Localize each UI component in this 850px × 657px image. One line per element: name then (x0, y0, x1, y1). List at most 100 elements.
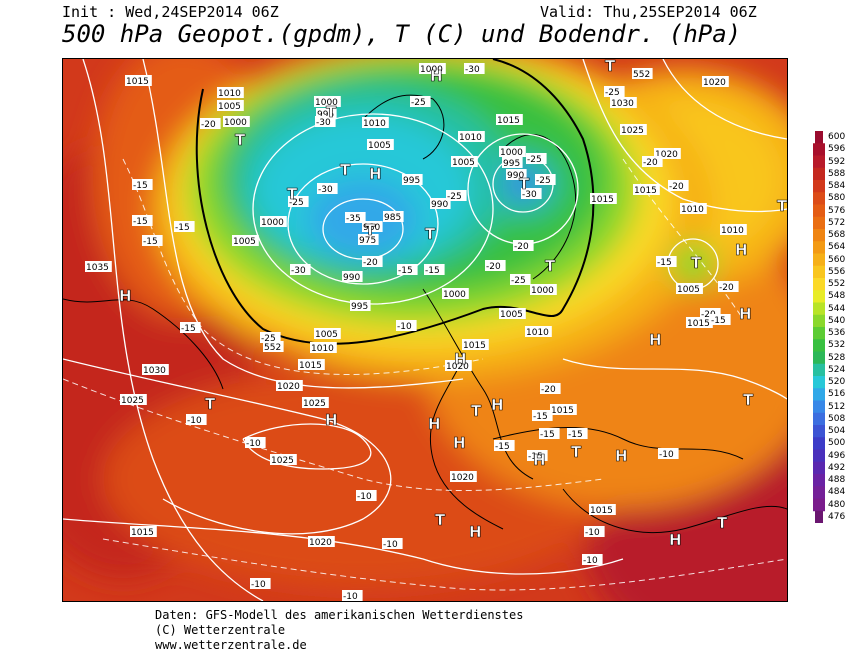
isotherm-label: -10 (658, 448, 679, 460)
colorbar-label: 536 (828, 328, 846, 338)
colorbar-label: 500 (828, 438, 846, 449)
colorbar-swatch (813, 376, 825, 389)
isotherm-label: -20 (513, 240, 534, 252)
isotherm-label: -15 (180, 322, 201, 334)
svg-text:-10: -10 (659, 450, 674, 460)
svg-text:1010: 1010 (459, 133, 482, 143)
low-pressure-marker: T (545, 257, 556, 275)
isobar-label: 1025 (620, 124, 647, 136)
isobar-label: 1020 (654, 148, 681, 160)
isotherm-label: -10 (582, 554, 603, 566)
colorbar-label: 556 (828, 266, 846, 277)
svg-text:1030: 1030 (143, 366, 166, 376)
svg-text:1020: 1020 (655, 150, 678, 160)
colorbar-label: 528 (828, 352, 846, 363)
isotherm-label: -15 (424, 264, 445, 276)
svg-text:-15: -15 (143, 237, 158, 247)
high-pressure-marker: H (669, 531, 682, 549)
colorbar-label: 516 (828, 389, 846, 400)
init-time: Init : Wed,24SEP2014 06Z (62, 3, 279, 21)
svg-text:1005: 1005 (368, 141, 391, 151)
low-pressure-marker: T (205, 395, 216, 413)
svg-text:-10: -10 (187, 416, 202, 426)
svg-text:1015: 1015 (299, 361, 322, 371)
colorbar-label: 584 (828, 181, 846, 191)
isotherm-label: -15 (174, 221, 195, 233)
svg-text:1010: 1010 (721, 226, 744, 236)
high-pressure-marker: H (649, 331, 662, 349)
svg-text:1000: 1000 (443, 290, 466, 300)
colorbar-swatch (813, 449, 825, 463)
colorbar-swatch (815, 510, 823, 523)
svg-text:1000: 1000 (224, 118, 247, 128)
low-pressure-marker: T (235, 131, 246, 149)
svg-text:1010: 1010 (681, 205, 704, 215)
svg-text:-25: -25 (605, 88, 620, 98)
svg-text:-15: -15 (528, 452, 543, 462)
svg-text:1015: 1015 (687, 319, 710, 329)
colorbar-label: 488 (828, 475, 846, 485)
geopotential-field (63, 59, 787, 601)
svg-text:-10: -10 (357, 492, 372, 502)
isotherm-label: -25 (410, 96, 431, 108)
svg-text:-25: -25 (536, 176, 551, 186)
isobar-label: 1015 (496, 114, 523, 126)
isobar-label: 1020 (450, 471, 477, 483)
svg-text:995: 995 (317, 110, 334, 120)
isobar-label: 1000 (442, 288, 469, 300)
colorbar-label: 560 (828, 254, 846, 265)
svg-text:-20: -20 (514, 242, 529, 252)
isotherm-label: -20 (700, 308, 721, 320)
isotherm-label: -15 (142, 235, 163, 247)
colorbar-swatch (813, 180, 825, 193)
chart-title: 500 hPa Geopot.(gpdm), T (C) und Bodendr… (62, 20, 742, 48)
isobar-label: 1005 (314, 328, 341, 340)
isotherm-label: -25 (446, 190, 467, 202)
svg-text:1010: 1010 (311, 344, 334, 354)
svg-text:1015: 1015 (497, 116, 520, 126)
colorbar-label: 552 (828, 279, 846, 289)
svg-text:1005: 1005 (315, 330, 338, 340)
isotherm-label: -15 (527, 450, 548, 462)
high-pressure-marker: H (454, 350, 467, 368)
high-pressure-marker: H (428, 415, 441, 433)
isotherm-label: -30 (290, 264, 311, 276)
colorbar-swatch (813, 253, 825, 267)
isobar-label: 1030 (610, 97, 637, 109)
svg-text:1000: 1000 (315, 98, 338, 108)
colorbar-swatch (813, 204, 825, 218)
svg-text:1000: 1000 (531, 286, 554, 296)
isotherm-label: -15 (532, 410, 553, 422)
high-pressure-marker: H (533, 451, 546, 469)
low-pressure-marker: T (571, 443, 582, 461)
isobar-label: 1020 (276, 380, 303, 392)
isotherm-label: -30 (521, 188, 542, 200)
svg-text:1010: 1010 (526, 328, 549, 338)
colorbar-swatch (813, 241, 825, 254)
svg-text:1020: 1020 (277, 382, 300, 392)
svg-text:-25: -25 (511, 276, 526, 286)
svg-text:-20: -20 (201, 120, 216, 130)
isobar-label: 1025 (302, 397, 329, 409)
svg-text:-15: -15 (657, 258, 672, 268)
colorbar-label: 520 (828, 377, 846, 387)
svg-text:-10: -10 (383, 540, 398, 550)
high-pressure-marker: H (119, 287, 132, 305)
svg-text:1035: 1035 (86, 263, 109, 273)
isotherms (63, 158, 787, 591)
isotherm-label: -30 (315, 116, 336, 128)
colorbar-label: 588 (828, 168, 846, 179)
colorbar-label: 564 (828, 242, 846, 253)
isobar-label: 1015 (686, 317, 713, 329)
svg-text:552: 552 (633, 70, 650, 80)
high-pressure-marker: H (739, 305, 752, 323)
low-pressure-marker: T (691, 254, 702, 272)
colorbar-swatch (813, 498, 825, 512)
svg-text:-10: -10 (343, 592, 358, 601)
svg-text:-20: -20 (486, 262, 501, 272)
contour-label: 1005 (676, 283, 703, 295)
isotherm-label: -20 (642, 156, 663, 168)
colorbar-swatch (813, 229, 825, 242)
svg-text:1015: 1015 (463, 341, 486, 351)
